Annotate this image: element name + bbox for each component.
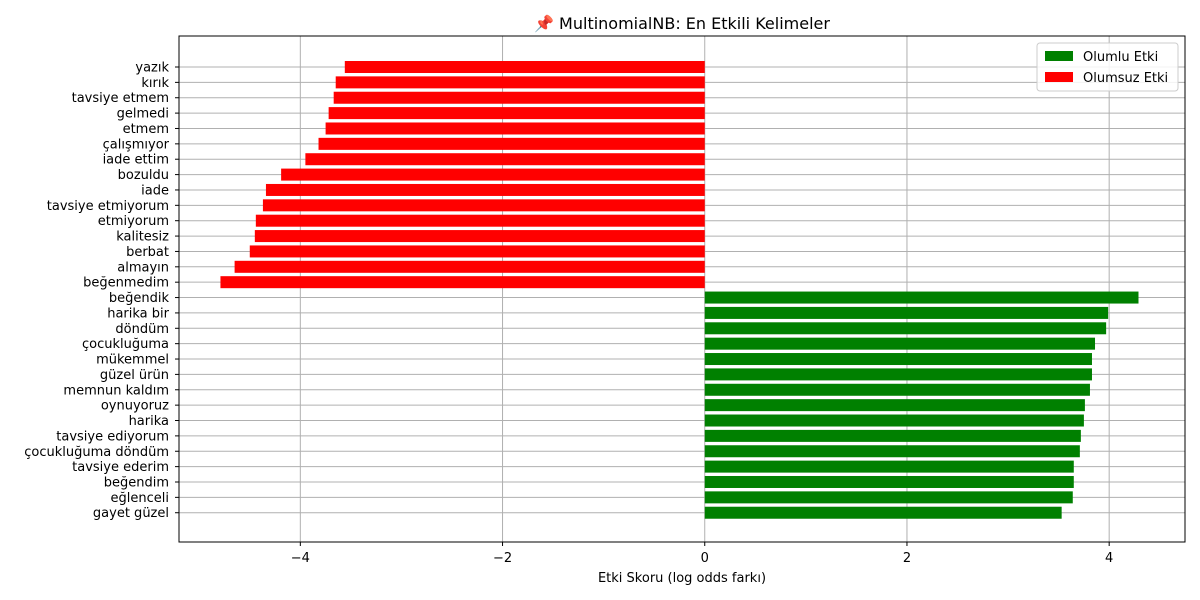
bar [265, 183, 705, 196]
y-tick-label: tavsiye etmiyorum [47, 199, 169, 214]
x-ticks: −4 −2 0 2 4 [291, 542, 1113, 566]
bar [344, 61, 705, 73]
legend-swatch [1045, 72, 1073, 82]
x-axis-label: Etki Skoru (log odds farkı) [598, 571, 766, 586]
y-tick-label: tavsiye ediyorum [56, 429, 169, 444]
bar [262, 199, 705, 212]
bar [704, 322, 1107, 335]
y-tick-label: etmem [123, 122, 169, 137]
bar [704, 445, 1080, 458]
y-tick-label: etmiyorum [98, 214, 169, 229]
legend-swatch [1045, 51, 1073, 61]
y-tick-label: kırık [141, 76, 169, 91]
bar [281, 168, 705, 181]
y-tick-label: tavsiye etmem [72, 91, 169, 106]
bar [335, 76, 705, 89]
y-tick-label: beğendim [104, 475, 169, 490]
bar [704, 399, 1085, 412]
bar [704, 306, 1109, 319]
y-tick-label: harika [129, 414, 169, 429]
bar [255, 214, 705, 227]
x-tick-label: 4 [1105, 551, 1113, 566]
bar [704, 475, 1074, 488]
y-tick-label: bozuldu [118, 168, 169, 183]
bar [254, 230, 705, 243]
bar [704, 506, 1062, 519]
bar [305, 153, 705, 166]
bar [234, 260, 705, 273]
y-tick-label: mükemmel [96, 353, 169, 368]
y-tick-label: beğendik [109, 291, 170, 306]
y-tick-label: oynuyoruz [101, 399, 169, 414]
y-tick-label: tavsiye ederim [72, 460, 169, 475]
legend: Olumlu Etki Olumsuz Etki [1036, 42, 1179, 92]
bar [704, 368, 1092, 381]
bar [704, 383, 1090, 396]
bar [325, 122, 705, 135]
legend-label: Olumlu Etki [1083, 50, 1158, 65]
bar [704, 353, 1092, 366]
y-tick-label: yazık [135, 61, 169, 76]
y-tick-label: beğenmedim [83, 276, 169, 291]
bar [704, 337, 1096, 350]
bar [704, 414, 1084, 427]
x-tick-label: 2 [903, 551, 911, 566]
bar [249, 245, 705, 258]
x-tick-label: 0 [701, 551, 709, 566]
y-tick-label: çocukluğuma döndüm [24, 445, 169, 460]
x-tick-label: −2 [493, 551, 512, 566]
bar [328, 107, 705, 120]
y-tick-label: iade ettim [103, 153, 169, 168]
y-tick-label: gelmedi [117, 107, 169, 122]
y-tick-label: kalitesiz [116, 230, 169, 245]
y-tick-label: berbat [126, 245, 169, 260]
bar [704, 460, 1074, 473]
bar [704, 291, 1139, 304]
bar [704, 429, 1081, 442]
y-tick-label: iade [141, 183, 169, 198]
chart-title: 📌 MultinomialNB: En Etkili Kelimeler [534, 14, 830, 33]
y-tick-label: güzel ürün [100, 368, 169, 383]
y-tick-label: memnun kaldım [63, 383, 169, 398]
y-tick-label: gayet güzel [93, 506, 169, 521]
legend-label: Olumsuz Etki [1083, 71, 1168, 86]
plot-frame [178, 35, 1186, 543]
y-tick-label: döndüm [115, 322, 169, 337]
bars [220, 61, 1139, 519]
bar [333, 91, 705, 104]
y-tick-label: çalışmıyor [103, 137, 170, 152]
y-tick-label: eğlenceli [111, 491, 169, 506]
x-tick-label: −4 [291, 551, 310, 566]
y-tick-label: almayın [117, 260, 169, 275]
y-tick-label: harika bir [107, 306, 169, 321]
y-tick-label: çocukluğuma [82, 337, 169, 352]
bar [704, 491, 1073, 504]
bar [318, 137, 705, 150]
bar [220, 276, 705, 289]
